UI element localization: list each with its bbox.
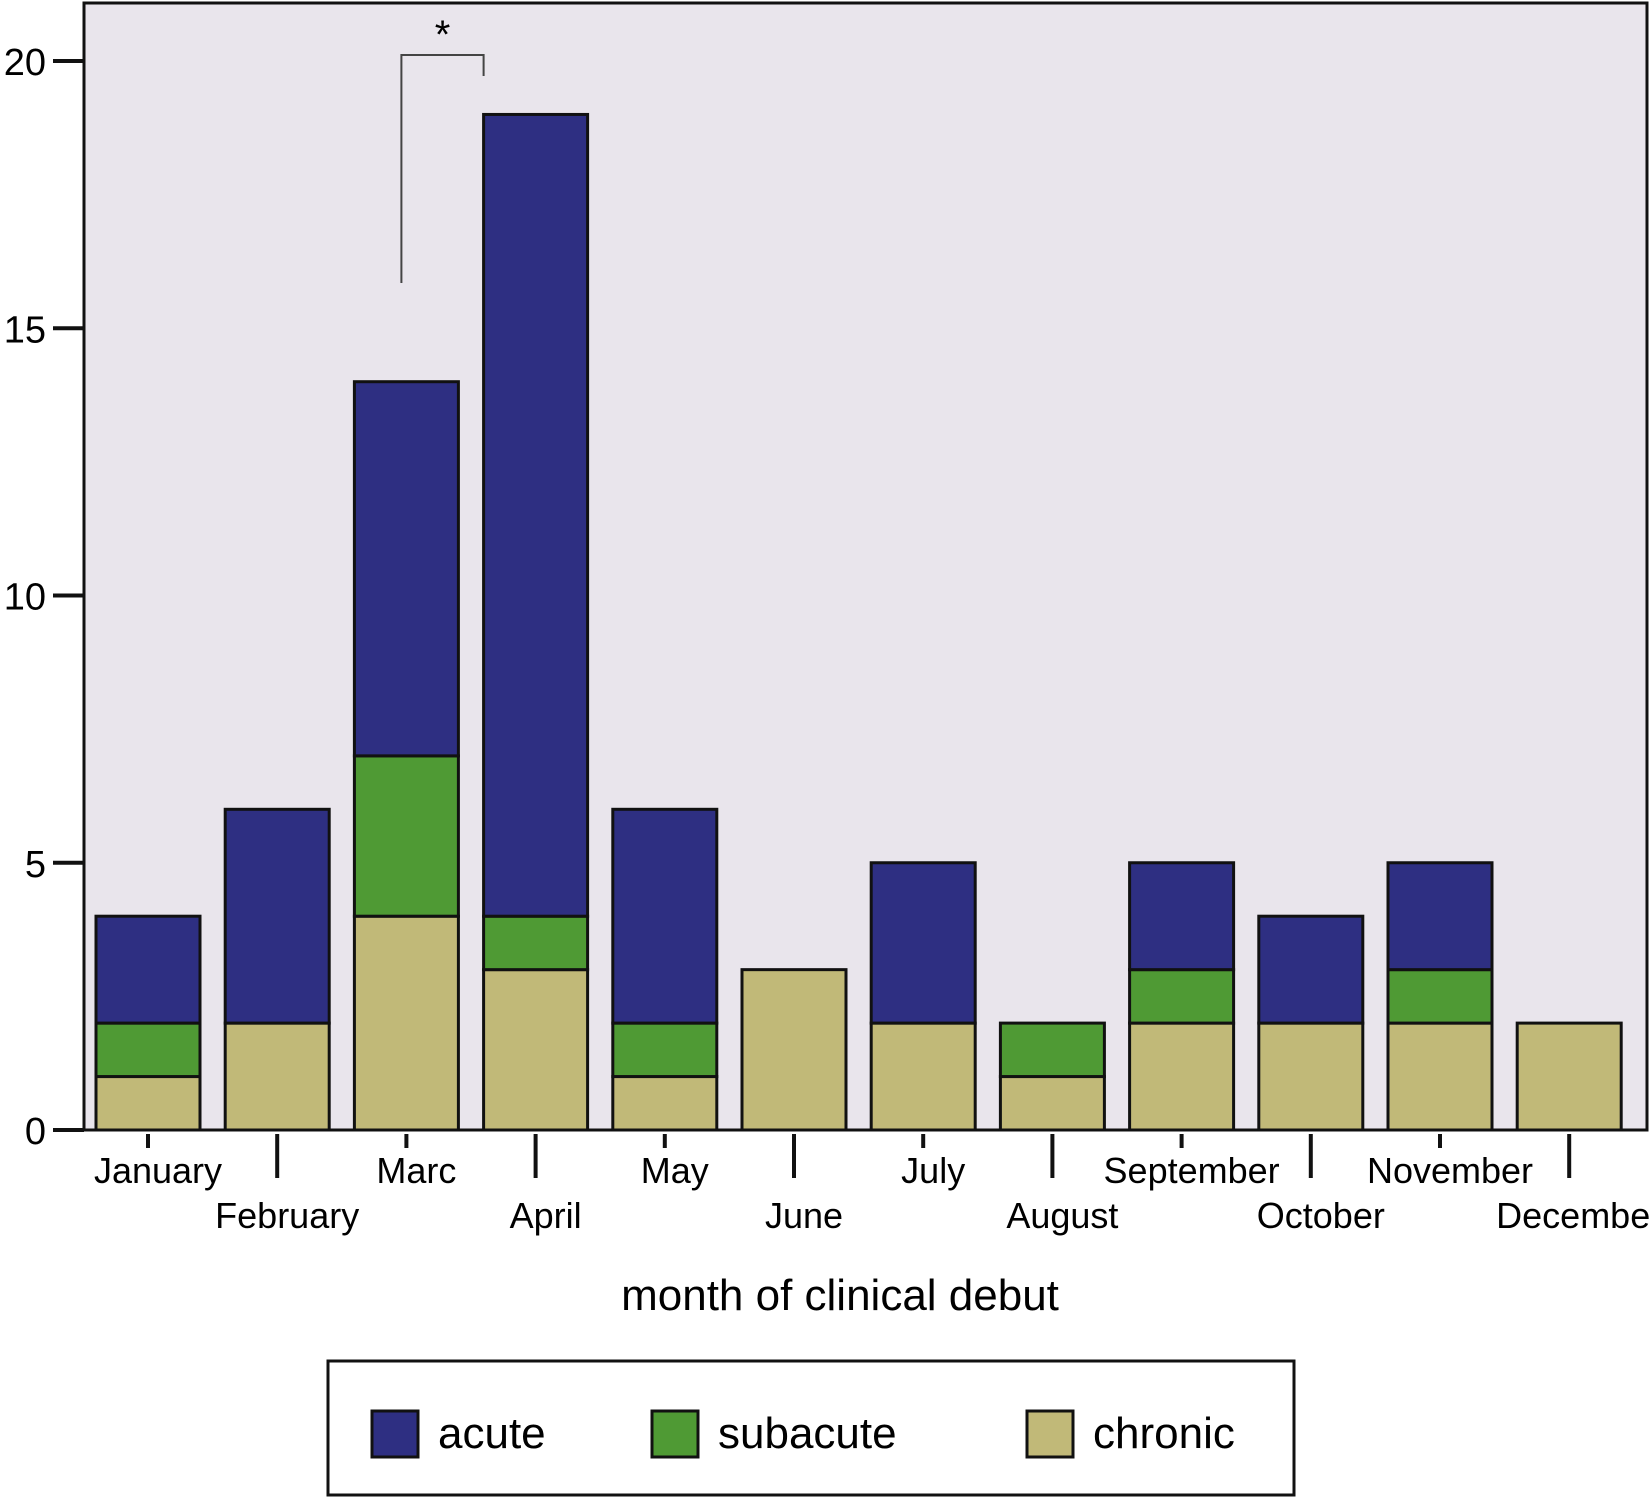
significance-star: * [435,13,451,57]
bar-chronic-june [740,968,848,1132]
bar-acute-july [869,861,977,1025]
legend-swatch-subacute [650,1409,700,1459]
bar-chronic-september [1128,1021,1236,1132]
bar-chronic-october [1257,1021,1365,1132]
bar-acute-may [611,807,719,1025]
bar-chronic-december [1515,1021,1623,1132]
legend: acute subacute chronic [326,1359,1296,1497]
significance-annotation: * [400,13,485,283]
bar-subacute-september [1128,968,1236,1025]
x-tick-label-october: October [1257,1195,1385,1236]
legend-label-acute: acute [438,1409,546,1458]
bar-chronic-marc [352,914,460,1132]
y-axis: 0 5 10 15 20 [4,42,84,1153]
bar-subacute-may [611,1021,719,1079]
x-tick-label-january: January [94,1150,222,1191]
legend-label-chronic: chronic [1093,1409,1235,1458]
bar-chronic-may [611,1075,719,1132]
x-tick-label-february: February [215,1195,359,1236]
bar-acute-february [223,807,331,1025]
bar-acute-november [1386,861,1494,972]
y-tick-label: 20 [4,42,46,84]
x-tick-label-june: June [765,1195,843,1236]
y-tick-label: 10 [4,577,46,619]
x-tick-label-august: August [1006,1195,1118,1236]
y-tick-label: 15 [4,309,46,351]
bar-subacute-november [1386,968,1494,1025]
bar-subacute-marc [352,754,460,918]
bar-acute-september [1128,861,1236,972]
bar-chronic-november [1386,1021,1494,1132]
legend-box [326,1359,1296,1497]
bars-layer [94,112,1623,1132]
bar-subacute-april [482,914,590,972]
y-tick-label: 5 [25,844,46,886]
y-tick-label: 0 [25,1111,46,1153]
legend-swatch-chronic [1025,1409,1075,1459]
x-tick-label-april: April [510,1195,582,1236]
bar-acute-october [1257,914,1365,1025]
bar-acute-january [94,914,202,1025]
bar-acute-marc [352,380,460,758]
x-tick-label-december: December [1496,1195,1652,1236]
bar-chronic-july [869,1021,977,1132]
bar-subacute-august [998,1021,1106,1079]
bar-chronic-april [482,968,590,1132]
x-tick-label-november: November [1367,1150,1533,1191]
x-tick-label-july: July [901,1150,965,1191]
bar-subacute-january [94,1021,202,1079]
significance-bracket [400,54,485,283]
x-tick-label-marc: Marc [376,1150,456,1191]
bar-chronic-february [223,1021,331,1132]
legend-label-subacute: subacute [718,1409,897,1458]
bar-acute-april [482,112,590,918]
bar-chronic-january [94,1075,202,1132]
bar-chronic-august [998,1075,1106,1132]
x-tick-label-september: September [1104,1150,1280,1191]
x-axis-title: month of clinical debut [621,1271,1059,1320]
x-tick-label-may: May [641,1150,709,1191]
legend-swatch-acute [370,1409,420,1459]
